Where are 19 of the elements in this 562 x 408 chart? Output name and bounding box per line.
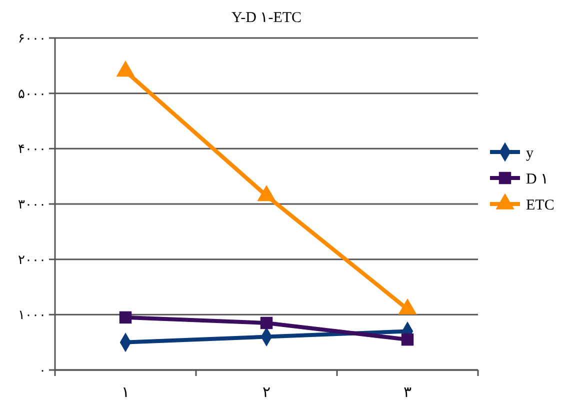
x-tick-label: ۳ bbox=[404, 385, 412, 401]
point bbox=[119, 311, 132, 324]
point bbox=[257, 184, 276, 202]
y-tick-label: ۰ bbox=[39, 362, 46, 378]
y-tick-label: ۵۰۰۰ bbox=[18, 86, 46, 101]
point bbox=[116, 60, 135, 77]
y-tick-label: ۶۰۰۰ bbox=[18, 30, 46, 46]
legend-label: ETC bbox=[526, 197, 554, 214]
point bbox=[401, 333, 414, 346]
y-tick-label: ۲۰۰۰ bbox=[18, 252, 46, 267]
chart-title: Y-D ۱-ETC bbox=[231, 10, 302, 26]
legend-label: y bbox=[526, 145, 534, 162]
y-tick-label: ۳۰۰۰ bbox=[18, 196, 46, 212]
x-tick-label: ۲ bbox=[262, 385, 270, 401]
y-tick-label: ۱۰۰۰ bbox=[18, 307, 46, 322]
point bbox=[260, 316, 273, 330]
legend-label: D ۱ bbox=[526, 171, 549, 188]
x-tick-label: ۱ bbox=[122, 385, 130, 401]
y-tick-label: ۴۰۰۰ bbox=[18, 141, 46, 156]
